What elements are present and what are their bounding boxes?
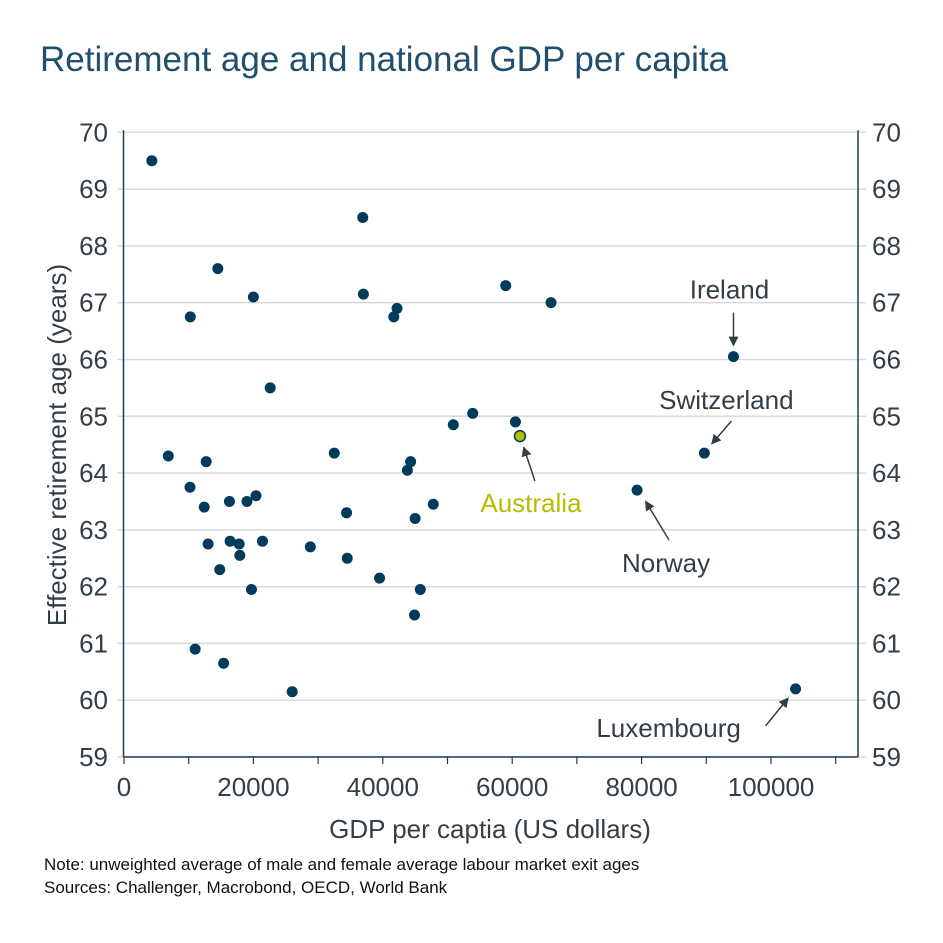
note-text: Note: unweighted average of male and fem… xyxy=(44,855,640,874)
y-tick-label-left: 68 xyxy=(79,231,108,261)
data-point xyxy=(500,280,512,292)
data-point-switzerland xyxy=(698,447,710,459)
x-tick-label: 0 xyxy=(117,772,131,802)
y-tick-label-left: 61 xyxy=(79,628,108,658)
data-point xyxy=(341,552,353,564)
data-point xyxy=(247,291,259,303)
y-tick-label-right: 69 xyxy=(872,174,901,204)
y-tick-label-left: 59 xyxy=(79,742,108,772)
annotation-arrow xyxy=(765,697,789,727)
data-point xyxy=(233,538,245,550)
data-point xyxy=(198,501,210,513)
data-point xyxy=(467,407,479,419)
annotation-arrow xyxy=(645,500,670,541)
data-point xyxy=(357,211,369,223)
annotation-label-australia: Australia xyxy=(480,488,582,518)
data-point xyxy=(162,450,174,462)
data-point xyxy=(391,302,403,314)
data-point xyxy=(427,498,439,510)
data-point xyxy=(401,464,413,476)
annotation-arrow xyxy=(521,446,536,482)
data-point xyxy=(357,288,369,300)
data-point xyxy=(328,447,340,459)
data-point xyxy=(509,416,521,428)
y-tick-label-left: 65 xyxy=(79,401,108,431)
x-tick-label: 60000 xyxy=(476,772,548,802)
chart-title: Retirement age and national GDP per capi… xyxy=(40,40,729,79)
data-point xyxy=(388,311,400,323)
data-point xyxy=(286,686,298,698)
y-tick-label-left: 62 xyxy=(79,572,108,602)
y-tick-label-left: 63 xyxy=(79,515,108,545)
x-axis-label: GDP per captia (US dollars) xyxy=(329,814,651,844)
data-point xyxy=(414,583,426,595)
data-point xyxy=(545,297,557,309)
x-tick-label: 20000 xyxy=(217,772,289,802)
y-tick-label-right: 64 xyxy=(872,458,901,488)
y-axis-label: Effective retirement age (years) xyxy=(42,264,72,626)
data-point xyxy=(184,311,196,323)
y-tick-label-right: 67 xyxy=(872,288,901,318)
y-tick-label-right: 65 xyxy=(872,401,901,431)
data-point xyxy=(304,541,316,553)
data-point xyxy=(189,643,201,655)
data-point xyxy=(409,609,421,621)
data-point-australia xyxy=(513,429,527,443)
data-point xyxy=(264,382,276,394)
y-tick-label-right: 66 xyxy=(872,344,901,374)
data-point xyxy=(202,538,214,550)
y-tick-label-right: 61 xyxy=(872,628,901,658)
data-point xyxy=(212,263,224,275)
data-point xyxy=(447,419,459,431)
y-tick-label-left: 66 xyxy=(79,344,108,374)
annotation-label-switzerland: Switzerland xyxy=(659,385,793,415)
data-point xyxy=(214,564,226,576)
x-tick-label: 80000 xyxy=(605,772,677,802)
annotation-label-ireland: Ireland xyxy=(690,275,770,305)
x-tick-label: 100000 xyxy=(728,772,815,802)
data-point xyxy=(250,490,262,502)
data-point xyxy=(223,495,235,507)
annotation-label-luxembourg: Luxembourg xyxy=(596,713,741,743)
y-tick-label-left: 70 xyxy=(79,117,108,147)
data-point xyxy=(245,583,257,595)
y-tick-label-right: 62 xyxy=(872,572,901,602)
y-tick-label-right: 63 xyxy=(872,515,901,545)
y-tick-label-left: 60 xyxy=(79,685,108,715)
data-point xyxy=(241,495,253,507)
data-point xyxy=(184,481,196,493)
data-point xyxy=(146,155,158,167)
data-point xyxy=(409,512,421,524)
data-point xyxy=(341,507,353,519)
y-tick-label-left: 64 xyxy=(79,458,108,488)
data-point xyxy=(218,657,230,669)
y-tick-label-right: 60 xyxy=(872,685,901,715)
data-point xyxy=(256,535,268,547)
annotation-arrow xyxy=(711,420,732,445)
y-tick-label-right: 70 xyxy=(872,117,901,147)
x-tick-label: 40000 xyxy=(347,772,419,802)
data-point xyxy=(224,535,236,547)
data-point xyxy=(234,549,246,561)
y-tick-label-right: 59 xyxy=(872,742,901,772)
y-tick-label-left: 67 xyxy=(79,288,108,318)
data-point xyxy=(200,456,212,468)
data-point-ireland xyxy=(727,351,739,363)
data-point-norway xyxy=(631,484,643,496)
data-point xyxy=(374,572,386,584)
annotation-label-norway: Norway xyxy=(622,548,710,578)
y-tick-label-right: 68 xyxy=(872,231,901,261)
sources-text: Sources: Challenger, Macrobond, OECD, Wo… xyxy=(44,878,448,897)
data-point xyxy=(405,456,417,468)
y-tick-label-left: 69 xyxy=(79,174,108,204)
data-point-luxembourg xyxy=(790,683,802,695)
